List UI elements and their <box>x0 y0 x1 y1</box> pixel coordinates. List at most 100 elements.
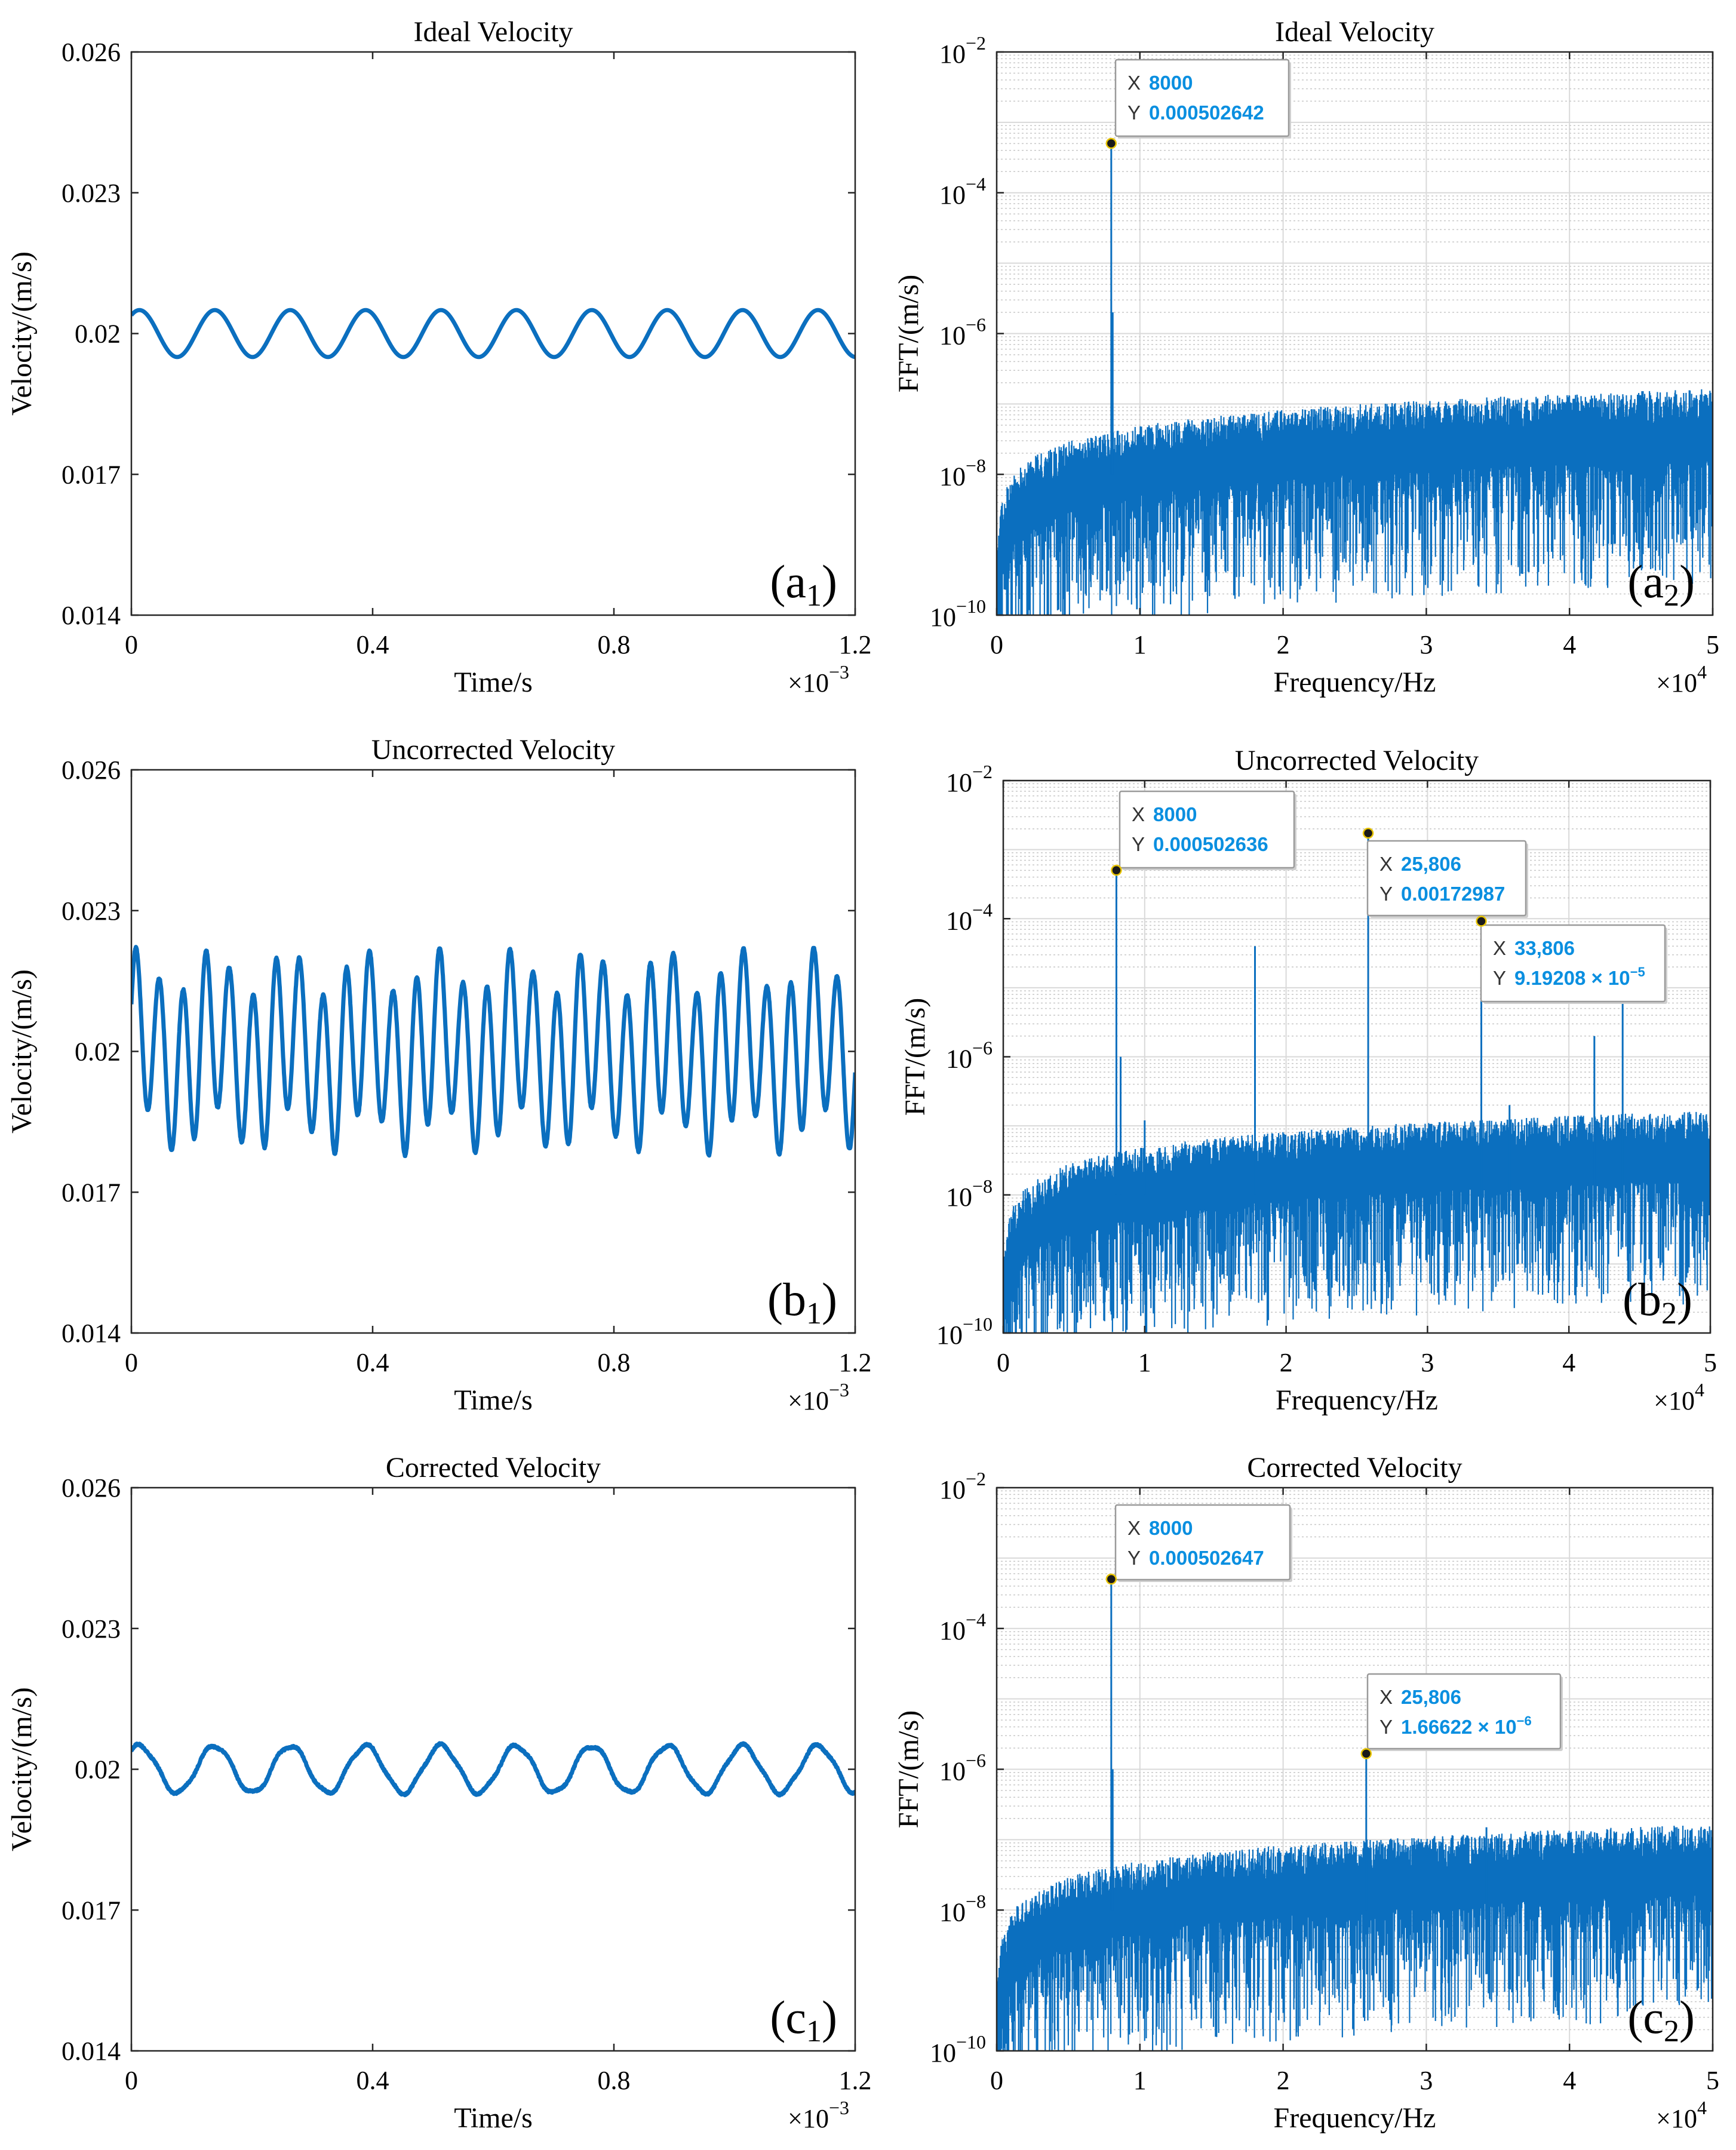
panel-label-close: ) <box>822 1273 837 1325</box>
x-tick-label: 2 <box>1277 2066 1290 2095</box>
panel-label-close: ) <box>1679 1991 1695 2043</box>
panel-label-open: ( <box>1627 555 1643 607</box>
datatip-x-value: 8000 <box>1153 803 1197 825</box>
datatip-x-value: 8000 <box>1149 72 1193 94</box>
y-tick-label-script: −4 <box>972 899 993 920</box>
y-axis-label: Velocity/(m/s) <box>6 251 38 416</box>
datatip-x-row: X 8000 <box>1127 72 1193 94</box>
y-tick-label: 10−8 <box>939 454 986 491</box>
y-tick-label-base: 10 <box>930 603 956 632</box>
panel-label-close: ) <box>822 555 837 607</box>
panel-label-sub: 1 <box>806 579 822 613</box>
y-tick-label: 0.02 <box>75 1037 121 1067</box>
panel-label-sub: 2 <box>1664 579 1679 613</box>
datatip-y-value-exp: −6 <box>1517 1713 1532 1728</box>
x-tick-label: 0.8 <box>598 630 631 659</box>
panel-label: (a2) <box>1627 555 1695 613</box>
datatip-marker <box>1362 827 1374 839</box>
datatip-x-value: 33,806 <box>1514 937 1575 959</box>
datatip-y-row: Y 0.000502647 <box>1127 1547 1264 1569</box>
datatip-y-row: Y 0.000502642 <box>1127 102 1264 124</box>
x-axis-exponent: ×104 <box>1654 1379 1704 1415</box>
datatip-y-row: Y 0.00172987 <box>1379 883 1505 905</box>
series-c2 <box>997 1579 1713 2051</box>
x-axis-exponent-script: 4 <box>1697 661 1707 683</box>
x-axis-exponent: ×104 <box>1656 2097 1707 2133</box>
x-axis-exponent-script: 4 <box>1697 2097 1707 2118</box>
datatip-y-label: Y <box>1379 883 1393 905</box>
y-tick-label: 0.026 <box>62 755 121 785</box>
datatip-x-row: X 8000 <box>1127 1517 1193 1539</box>
datatip-x-value: 25,806 <box>1401 853 1461 875</box>
y-tick-label-script: −6 <box>966 314 986 336</box>
x-axis-label: Time/s <box>454 2102 533 2134</box>
x-tick-label: 0 <box>990 630 1003 659</box>
velocity-line <box>131 945 855 1159</box>
x-axis-label: Frequency/Hz <box>1274 2102 1436 2134</box>
y-tick-label-base: 10 <box>946 1182 972 1212</box>
y-tick-label: 10−4 <box>939 173 986 210</box>
datatip-x-label: X <box>1493 937 1506 959</box>
datatip-y-label: Y <box>1127 1547 1141 1569</box>
y-tick-label-base: 10 <box>939 39 966 69</box>
datatip-box <box>1366 840 1527 917</box>
chart-title: Ideal Velocity <box>1275 16 1434 48</box>
series-c1 <box>131 1741 855 1798</box>
datatip: X 25,806 Y 0.00172987 <box>1362 827 1528 918</box>
x-tick-label: 4 <box>1563 630 1576 659</box>
panel-label-letter: b <box>783 1273 806 1325</box>
panel-label-open: ( <box>770 555 785 607</box>
datatip-x-row: X 25,806 <box>1379 1686 1461 1708</box>
y-tick-label: 10−4 <box>946 899 993 935</box>
plot-area <box>131 52 855 615</box>
x-tick-label: 0.8 <box>598 2066 631 2095</box>
datatip-x-row: X 25,806 <box>1379 853 1461 875</box>
datatip-y-row: Y 9.19208 × 10−5 <box>1493 965 1645 989</box>
series-a1 <box>131 308 855 360</box>
x-tick-label: 3 <box>1419 2066 1433 2095</box>
y-tick-label-base: 10 <box>939 321 966 351</box>
panel-label: (c2) <box>1627 1991 1695 2048</box>
y-tick-label: 10−6 <box>946 1037 993 1074</box>
chart-title: Corrected Velocity <box>386 1452 601 1484</box>
datatip: X 8000 Y 0.000502636 <box>1111 790 1296 876</box>
datatip-y-value: 0.000502636 <box>1153 833 1268 855</box>
datatip-box <box>1366 1673 1562 1750</box>
y-tick-label: 10−4 <box>939 1609 986 1645</box>
x-tick-label: 4 <box>1562 1348 1575 1377</box>
x-tick-label: 1 <box>1138 1348 1151 1377</box>
datatip-marker <box>1476 916 1487 927</box>
y-tick-label-base: 10 <box>939 180 966 210</box>
x-tick-label: 0 <box>125 630 138 659</box>
x-tick-label: 2 <box>1280 1348 1293 1377</box>
panel-label-sub: 1 <box>806 1297 822 1331</box>
x-tick-label: 0 <box>125 1348 138 1377</box>
datatip-y-label: Y <box>1127 102 1141 124</box>
ticks: 0 1 2 3 4 510−210−410−610−810−10 <box>930 1468 1719 2095</box>
chart-title: Corrected Velocity <box>1247 1452 1462 1484</box>
datatip-y-row: Y 1.66622 × 10−6 <box>1379 1713 1532 1738</box>
x-tick-label: 0.4 <box>357 1348 389 1377</box>
panel-b1: 0 0.4 0.8 1.2 0.014 0.017 0.02 0.023 0.026 Uncorr… <box>6 734 872 1416</box>
x-axis-exponent-base: ×10 <box>1656 2104 1697 2133</box>
datatip-y-value-exp: −5 <box>1630 965 1645 979</box>
y-tick-label: 0.02 <box>75 320 121 349</box>
chart-title: Uncorrected Velocity <box>371 734 615 766</box>
panel-label-letter: a <box>785 555 806 607</box>
datatip-box <box>1480 924 1666 1003</box>
datatip-box <box>1119 790 1295 869</box>
y-tick-label: 0.014 <box>62 2037 121 2066</box>
datatip-y-value: 0.000502642 <box>1149 102 1264 124</box>
panel-label-letter: c <box>1643 1991 1664 2043</box>
datatip: X 25,806 Y 1.66622 × 10−6 <box>1360 1673 1563 1759</box>
x-tick-label: 5 <box>1704 1348 1717 1377</box>
datatip-y-label: Y <box>1379 1716 1393 1738</box>
x-axis-label: Frequency/Hz <box>1274 666 1436 698</box>
y-tick-label: 10−6 <box>939 314 986 351</box>
datatip: X 8000 Y 0.000502642 <box>1105 59 1291 149</box>
x-tick-label: 0 <box>997 1348 1010 1377</box>
x-tick-label: 5 <box>1706 630 1719 659</box>
datatip-box <box>1114 1504 1291 1581</box>
